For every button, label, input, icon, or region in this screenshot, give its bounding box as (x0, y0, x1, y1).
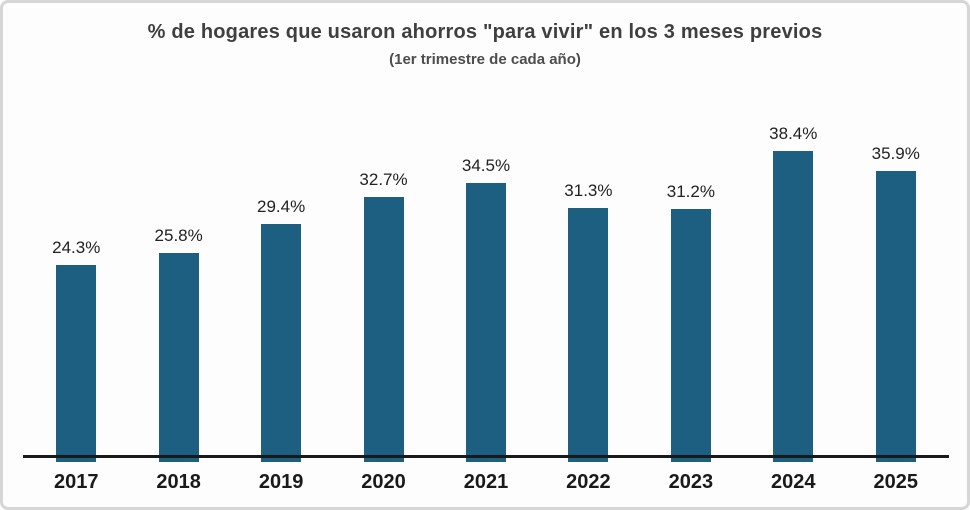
bar-column: 35.9% (845, 87, 947, 462)
bar (773, 151, 814, 462)
bar-column: 29.4% (230, 87, 332, 462)
x-axis-labels: 2017 2018 2019 2020 2021 2022 2023 2024 2025 (25, 471, 947, 494)
x-axis-tick-label: 2019 (258, 471, 304, 493)
bar (670, 209, 711, 462)
x-axis-tick-label: 2018 (156, 471, 201, 493)
chart-title: % de hogares que usaron ahorros "para vi… (147, 21, 823, 43)
bar (158, 253, 199, 462)
bar-value-label: 29.4% (256, 197, 306, 216)
x-axis-tick-label: 2021 (463, 471, 509, 493)
bar-column: 34.5% (435, 87, 537, 462)
bar-chart-plot-area: 24.3% 25.8% 29.4% 32.7% 34.5% 31.3% 31.2% 38.4%… (25, 87, 947, 462)
chart-subtitle: (1er trimestre de cada año) (389, 51, 581, 68)
bar (568, 208, 609, 462)
bar-value-label: 35.9% (871, 144, 920, 163)
x-axis-tick-label: 2020 (361, 471, 406, 493)
x-axis-tick-label: 2022 (566, 471, 611, 493)
bar-column: 31.3% (537, 87, 639, 462)
x-axis-line (23, 455, 949, 458)
bar (465, 183, 506, 462)
bar (56, 265, 97, 462)
bar-value-label: 25.8% (154, 226, 203, 245)
bar (261, 224, 302, 462)
bar-value-label: 24.3% (52, 238, 101, 257)
bar-value-label: 31.3% (564, 181, 613, 200)
bar-value-label: 34.5% (461, 156, 511, 175)
x-axis-tick-label: 2023 (668, 471, 714, 493)
bar-value-label: 31.2% (666, 182, 715, 201)
bar (875, 171, 916, 462)
bar-column: 25.8% (127, 87, 229, 462)
bar-column: 31.2% (640, 87, 742, 462)
bar-value-label: 38.4% (769, 124, 818, 143)
bar-column: 32.7% (332, 87, 434, 462)
bar-value-label: 32.7% (359, 170, 408, 189)
x-axis-tick-label: 2025 (873, 471, 918, 493)
bar-column: 38.4% (742, 87, 844, 462)
bar-column: 24.3% (25, 87, 127, 462)
bar (363, 197, 404, 462)
x-axis-tick-label: 2017 (53, 471, 99, 493)
x-axis-tick-label: 2024 (771, 471, 816, 493)
